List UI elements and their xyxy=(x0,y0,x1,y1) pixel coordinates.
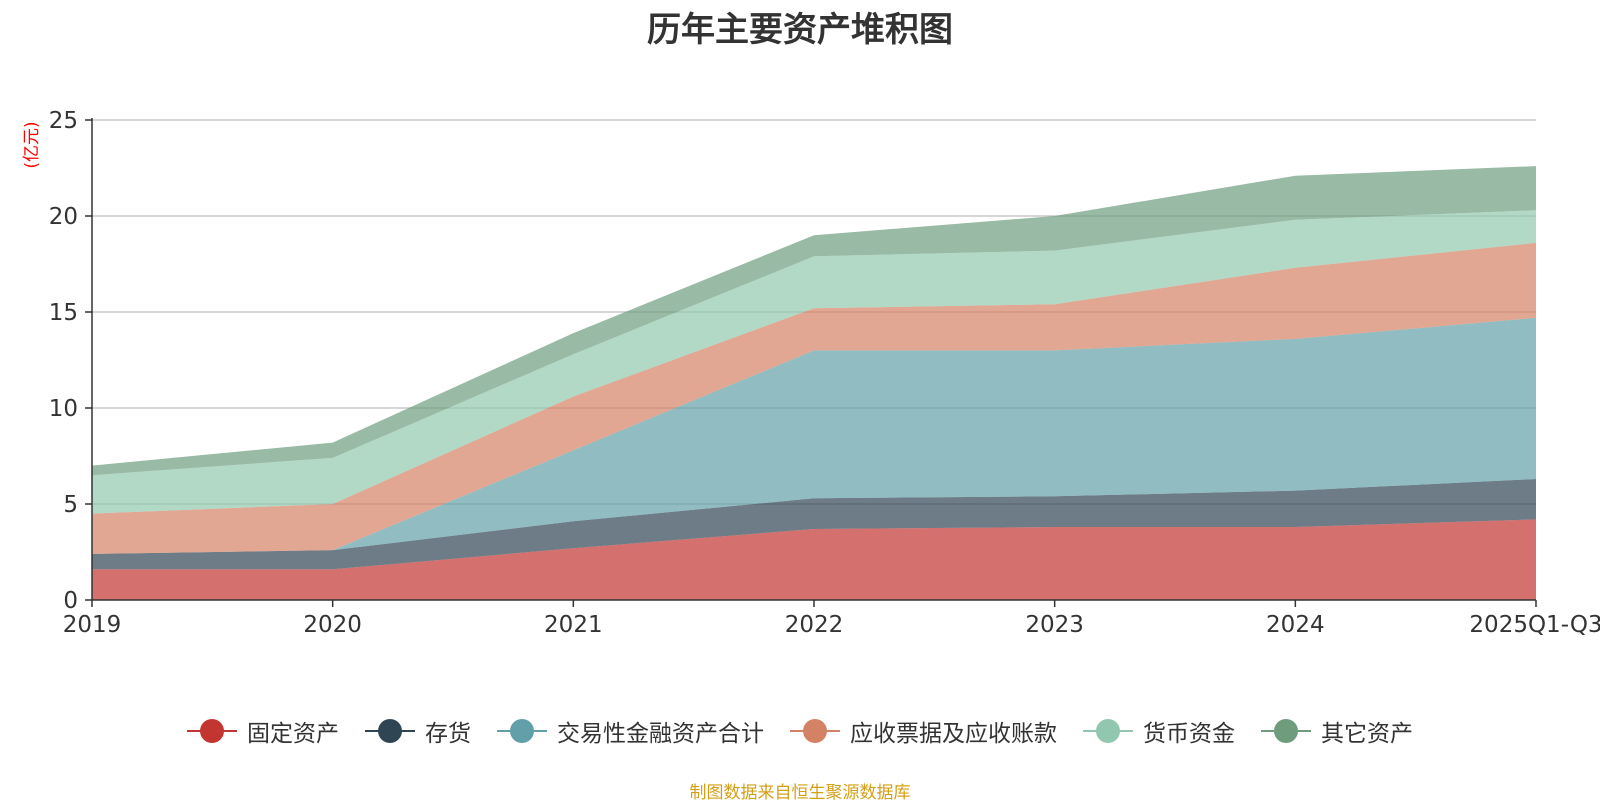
area-series-2 xyxy=(92,479,1536,570)
area-series-5 xyxy=(92,210,1536,514)
legend-marker xyxy=(497,718,547,744)
area-series-1 xyxy=(92,519,1536,600)
legend-label: 交易性金融资产合计 xyxy=(557,721,764,747)
x-tick-label: 2022 xyxy=(785,612,844,638)
legend-label: 其它资产 xyxy=(1321,721,1413,747)
y-tick-label: 20 xyxy=(49,204,78,230)
legend-item[interactable]: 其它资产 xyxy=(1261,714,1413,748)
legend-item[interactable]: 存货 xyxy=(365,714,471,748)
legend-marker xyxy=(790,718,840,744)
legend-marker xyxy=(187,718,237,744)
x-tick-label: 2025Q1-Q3 xyxy=(1469,612,1600,638)
axes: 0 5 10 15 20 25 2019 2020 2021 2022 2023 2024 2025Q1… xyxy=(49,108,1600,638)
area-series-3 xyxy=(92,317,1536,554)
legend: 固定资产 存货 交易性金融资产合计 应收票据及应收账款 货币资金 其它资产 xyxy=(0,714,1600,748)
x-tick-label: 2019 xyxy=(63,612,122,638)
legend-item[interactable]: 固定资产 xyxy=(187,714,339,748)
source-note: 制图数据来自恒生聚源数据库 xyxy=(689,783,911,803)
legend-marker xyxy=(365,718,415,744)
legend-label: 存货 xyxy=(425,721,471,747)
y-tick-label: 5 xyxy=(63,492,78,518)
y-tick-label: 0 xyxy=(63,588,78,614)
chart-title: 历年主要资产堆积图 xyxy=(647,10,953,50)
y-tick-label: 25 xyxy=(49,108,78,134)
x-tick-label: 2020 xyxy=(303,612,362,638)
area-series-6 xyxy=(92,166,1536,476)
x-tick-label: 2024 xyxy=(1266,612,1325,638)
legend-item[interactable]: 应收票据及应收账款 xyxy=(790,714,1057,748)
y-tick-label: 15 xyxy=(49,300,78,326)
legend-item[interactable]: 货币资金 xyxy=(1083,714,1235,748)
legend-marker xyxy=(1083,718,1133,744)
y-axis-label: (亿元) xyxy=(22,121,42,168)
legend-label: 货币资金 xyxy=(1143,721,1235,747)
legend-marker xyxy=(1261,718,1311,744)
legend-label: 应收票据及应收账款 xyxy=(850,721,1057,747)
legend-label: 固定资产 xyxy=(247,721,339,747)
area-series xyxy=(92,166,1536,600)
legend-item[interactable]: 交易性金融资产合计 xyxy=(497,714,764,748)
stacked-area-chart: 0 5 10 15 20 25 2019 2020 2021 2022 2023 2024 2025Q1… xyxy=(22,108,1600,638)
y-tick-label: 10 xyxy=(49,396,78,422)
x-tick-label: 2023 xyxy=(1025,612,1084,638)
area-series-4 xyxy=(92,242,1536,554)
x-tick-label: 2021 xyxy=(544,612,603,638)
